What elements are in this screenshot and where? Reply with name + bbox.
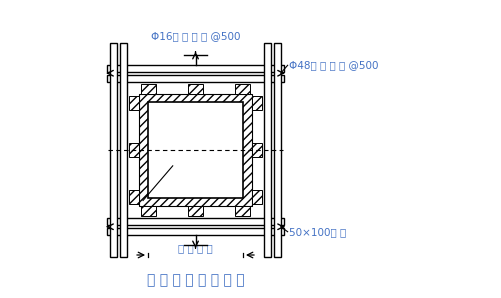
Bar bbox=[141, 207, 156, 216]
Bar bbox=[129, 95, 139, 110]
Text: Φ48钢 管 围 檩 @500: Φ48钢 管 围 檩 @500 bbox=[288, 60, 377, 70]
Bar bbox=[107, 228, 283, 235]
Bar bbox=[129, 190, 139, 204]
Bar bbox=[139, 94, 252, 207]
Text: 九 夹 板: 九 夹 板 bbox=[175, 153, 205, 166]
Bar bbox=[141, 84, 156, 94]
Bar bbox=[252, 142, 262, 157]
Bar bbox=[107, 75, 283, 82]
Bar bbox=[252, 95, 262, 110]
Bar bbox=[188, 207, 202, 216]
Text: Φ16对 拉 螺 杆 @500: Φ16对 拉 螺 杆 @500 bbox=[150, 31, 240, 41]
Bar bbox=[188, 84, 202, 94]
Text: 框 架 柱 配 模 支 模 图: 框 架 柱 配 模 支 模 图 bbox=[146, 273, 244, 287]
Text: 拼缝处垫海纳条: 拼缝处垫海纳条 bbox=[176, 112, 210, 121]
Bar bbox=[129, 142, 139, 157]
Bar bbox=[252, 190, 262, 204]
Bar bbox=[273, 43, 280, 257]
Bar bbox=[234, 207, 249, 216]
Bar bbox=[110, 43, 117, 257]
Text: 50×100木 方: 50×100木 方 bbox=[288, 227, 345, 237]
Bar bbox=[234, 84, 249, 94]
Bar bbox=[148, 103, 242, 198]
Bar bbox=[120, 43, 127, 257]
Bar bbox=[107, 218, 283, 225]
Bar bbox=[107, 65, 283, 72]
Bar bbox=[264, 43, 270, 257]
Text: 截 面 尺 寸: 截 面 尺 寸 bbox=[178, 243, 212, 253]
